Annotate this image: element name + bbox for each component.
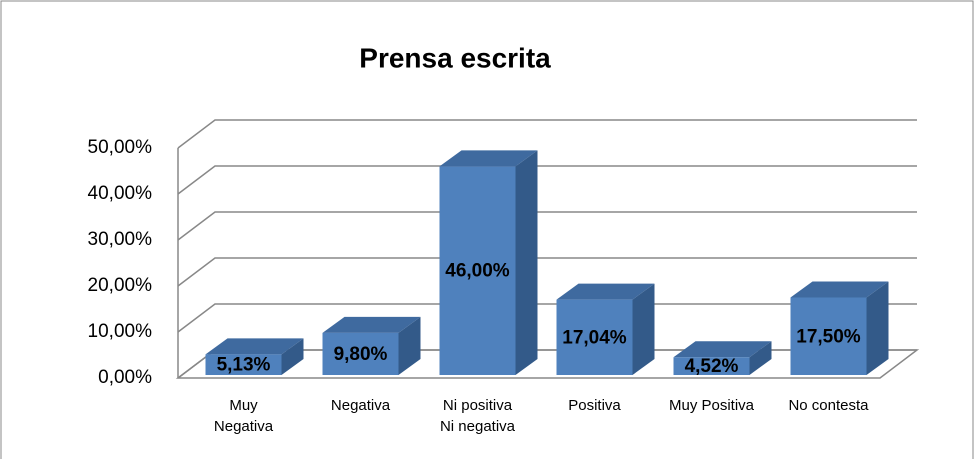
grid-line xyxy=(177,119,917,149)
x-tick-label: No contesta xyxy=(788,397,869,414)
bar-front xyxy=(556,299,633,375)
bar xyxy=(439,150,538,375)
x-tick-label: Positiva xyxy=(568,397,621,414)
bar xyxy=(205,338,304,375)
bar-top xyxy=(790,281,889,298)
bar-top xyxy=(205,338,304,355)
bar xyxy=(790,281,889,375)
bar-top xyxy=(439,150,538,167)
value-label: 4,52% xyxy=(685,356,739,377)
y-tick-label: 40,00% xyxy=(88,183,153,204)
y-tick-label: 30,00% xyxy=(88,229,153,250)
bar xyxy=(673,341,772,375)
bar-side xyxy=(749,341,772,375)
x-tick-label: Negativa xyxy=(330,397,391,414)
y-tick-label: 10,00% xyxy=(88,321,153,342)
y-tick-label: 50,00% xyxy=(88,137,153,158)
x-tick-label: Muy Positiva xyxy=(668,397,755,414)
bar-front xyxy=(205,354,282,375)
bar-side xyxy=(866,281,889,375)
bar-top xyxy=(556,283,655,300)
x-tick-label: Muy Negativa xyxy=(213,397,274,435)
bar-side xyxy=(632,283,655,375)
bar-top xyxy=(322,316,421,333)
bar-side xyxy=(398,316,421,375)
y-tick-label: 0,00% xyxy=(98,367,152,388)
bar-side xyxy=(281,338,304,375)
bar xyxy=(556,283,655,375)
grid-line xyxy=(177,257,917,287)
x-tick-label: Ni positiva Ni negativa xyxy=(439,397,516,435)
bar-front xyxy=(439,166,516,375)
bar-front xyxy=(790,297,867,375)
grid-line xyxy=(177,165,917,195)
grid-line xyxy=(177,211,917,241)
grid-line xyxy=(177,303,917,333)
value-label: 9,80% xyxy=(334,344,388,365)
value-label: 5,13% xyxy=(217,355,271,376)
value-label: 17,50% xyxy=(796,326,861,347)
bar-front xyxy=(673,357,750,375)
value-label: 46,00% xyxy=(445,261,510,282)
bar-top xyxy=(673,341,772,358)
y-tick-label: 20,00% xyxy=(88,275,153,296)
bar xyxy=(322,316,421,375)
bar-side xyxy=(515,150,538,375)
bar-front xyxy=(322,332,399,375)
chart-title: Prensa escrita xyxy=(359,42,551,73)
value-label: 17,04% xyxy=(562,327,627,348)
